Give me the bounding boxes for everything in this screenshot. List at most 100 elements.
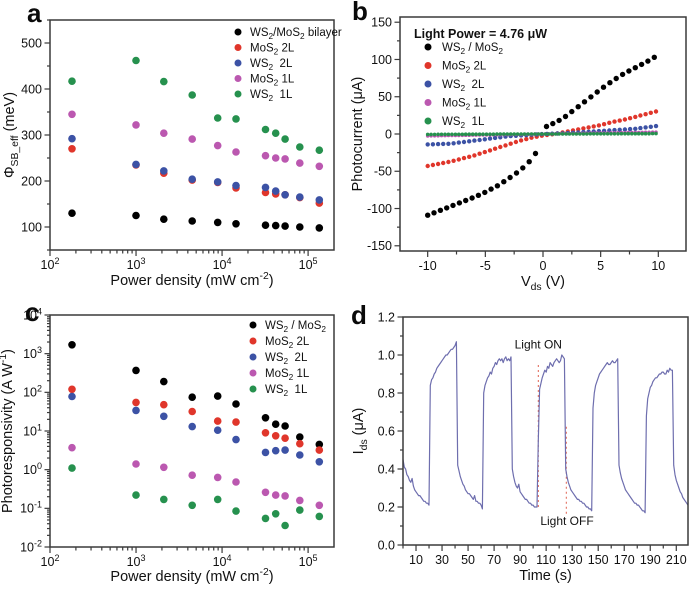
svg-text:10: 10 xyxy=(409,553,423,567)
panel-label-c: c xyxy=(25,297,40,327)
legend-label: MoS2 1L xyxy=(250,74,295,88)
legend-label: WS2 2L xyxy=(442,79,485,93)
series-ws-2-1l xyxy=(425,131,658,137)
legend-marker xyxy=(234,90,242,98)
series-mos-2-1l xyxy=(68,110,324,171)
axis-tick-labels: 102 103 104 105 10-2 10-1 100 101 102 103 104 xyxy=(20,306,317,569)
series-mos-2-1l xyxy=(68,443,324,510)
svg-text:50: 50 xyxy=(378,90,392,104)
x-axis-label: Power density (mW cm-2) xyxy=(110,271,273,289)
svg-text:90: 90 xyxy=(513,553,527,567)
svg-text:210: 210 xyxy=(666,553,687,567)
legend-label: WS2 2L xyxy=(265,352,308,366)
svg-text:300: 300 xyxy=(21,128,42,142)
series-mos-2-2l xyxy=(425,109,659,169)
x-axis-label: Power density (mW cm-2) xyxy=(110,567,273,585)
plot-series xyxy=(425,54,659,218)
series-ws-2-1l xyxy=(68,56,324,154)
series-ws-2-2l xyxy=(68,392,324,466)
svg-text:70: 70 xyxy=(487,553,501,567)
plot-frame xyxy=(399,16,687,252)
series-ws-2-mos-2-bilayer xyxy=(68,209,324,232)
svg-text:150: 150 xyxy=(588,553,609,567)
panel-b: b -10 -5 0 5 10 -150 -100 -50 0 50 100 150 Vds (V) Ph… xyxy=(350,0,700,294)
x-axis-label: Time (s) xyxy=(519,568,572,584)
y-axis-label: Ids (μA) xyxy=(351,408,370,455)
svg-text:50: 50 xyxy=(461,553,475,567)
svg-text:-10: -10 xyxy=(419,259,437,273)
axis-tick-labels: 10 30 50 70 90 110 130 150 170 190 210 0.0 0.2 0.4 0.6… xyxy=(378,310,687,567)
svg-text:110: 110 xyxy=(536,553,556,567)
y-axis-label: ΦSB_eff (meV) xyxy=(2,92,21,178)
plot-series xyxy=(68,56,324,232)
svg-text:5: 5 xyxy=(597,259,604,273)
annotation-light-off: Light OFF xyxy=(540,514,593,528)
svg-text:0: 0 xyxy=(385,127,392,141)
legend-marker xyxy=(424,80,432,88)
axis-ticks xyxy=(397,316,677,551)
series-ws-2-1l xyxy=(68,464,324,530)
svg-text:200: 200 xyxy=(21,174,42,188)
svg-text:0.2: 0.2 xyxy=(378,500,395,514)
svg-text:10-2: 10-2 xyxy=(20,538,42,554)
svg-text:30: 30 xyxy=(435,553,449,567)
plot-series: Light ON Light OFF xyxy=(402,337,689,528)
panel-a: a 102 103 104 105 100 200 300 400 500 Power densi… xyxy=(0,0,350,294)
legend-marker xyxy=(234,75,242,82)
svg-text:101: 101 xyxy=(23,422,42,438)
legend-marker xyxy=(424,117,432,125)
svg-text:190: 190 xyxy=(640,553,661,567)
plot-frame xyxy=(402,316,689,546)
legend-header: Light Power = 4.76 μW xyxy=(414,27,547,41)
legend-label: WS2 / MoS2 xyxy=(442,42,503,56)
svg-text:-150: -150 xyxy=(367,239,392,253)
ids-trace xyxy=(402,341,689,514)
svg-text:0.0: 0.0 xyxy=(378,538,395,552)
svg-text:104: 104 xyxy=(23,306,42,322)
svg-text:103: 103 xyxy=(23,345,42,361)
svg-text:103: 103 xyxy=(127,256,146,272)
legend-label: WS2 2L xyxy=(250,58,293,72)
plot-frame xyxy=(49,19,335,251)
svg-text:102: 102 xyxy=(23,384,42,400)
svg-text:105: 105 xyxy=(299,256,318,272)
legend-label: MoS2 2L xyxy=(442,61,487,75)
legend-label: WS2 1L xyxy=(265,384,308,398)
svg-text:150: 150 xyxy=(371,16,392,30)
svg-text:500: 500 xyxy=(21,36,42,50)
axis-tick-labels: 102 103 104 105 100 200 300 400 500 xyxy=(21,36,317,272)
svg-text:0.8: 0.8 xyxy=(378,386,395,400)
legend-label: WS2 1L xyxy=(442,116,485,130)
svg-text:100: 100 xyxy=(21,220,42,234)
legend-label: MoS2 1L xyxy=(265,368,310,382)
legend-marker xyxy=(249,385,257,393)
legend-marker xyxy=(424,62,432,69)
svg-text:104: 104 xyxy=(213,553,232,569)
svg-text:-50: -50 xyxy=(374,165,392,179)
svg-text:10: 10 xyxy=(651,259,665,273)
svg-text:130: 130 xyxy=(562,553,583,567)
x-axis-label: Vds (V) xyxy=(521,274,565,293)
plot-frame xyxy=(49,314,335,548)
series-ws-2-mos-2- xyxy=(68,341,324,449)
legend-marker xyxy=(249,369,257,377)
svg-text:0.6: 0.6 xyxy=(378,424,395,438)
panel-label-d: d xyxy=(351,300,367,330)
legend-marker xyxy=(234,59,242,67)
plot-series xyxy=(68,341,324,530)
svg-text:10-1: 10-1 xyxy=(20,500,42,516)
legend-marker xyxy=(424,99,432,106)
y-axis-label: Photocurrent (μA) xyxy=(350,77,366,192)
legend-label: WS2 1L xyxy=(250,89,293,103)
panel-a-chart: 102 103 104 105 100 200 300 400 500 Power density… xyxy=(2,19,342,289)
legend-label: MoS2 1L xyxy=(442,98,487,112)
annotation-light-on: Light ON xyxy=(515,337,562,351)
panel-label-b: b xyxy=(352,0,368,26)
svg-text:100: 100 xyxy=(23,461,42,477)
series-ws-2-mos-2- xyxy=(425,54,657,218)
